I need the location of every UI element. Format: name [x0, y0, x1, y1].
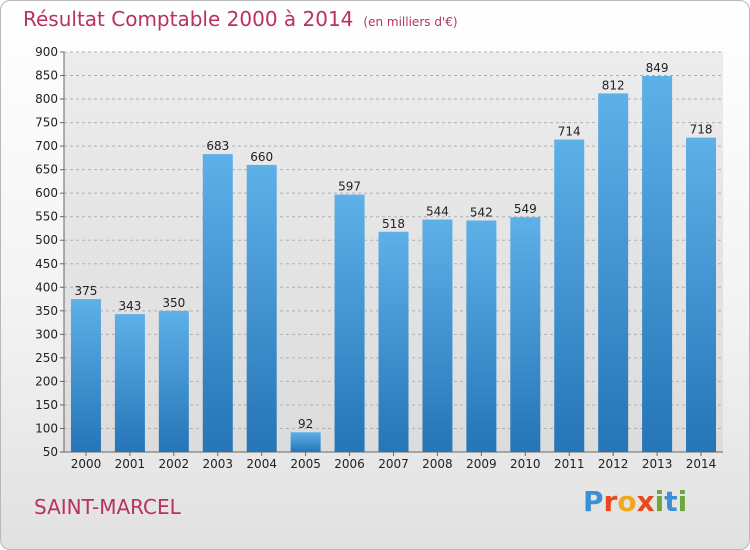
bar-2006	[334, 194, 365, 452]
value-label-2009: 542	[470, 205, 493, 219]
y-tick-label: 300	[35, 327, 58, 341]
y-tick-label: 50	[43, 445, 58, 459]
y-tick-label: 200	[35, 374, 58, 388]
bar-2014	[686, 137, 717, 452]
bar-2010	[510, 217, 541, 452]
value-label-2013: 849	[646, 61, 669, 75]
x-tick-label-2014: 2014	[686, 457, 717, 471]
logo-letter: i	[654, 485, 665, 518]
bar-2012	[598, 93, 629, 452]
bar-2005	[290, 432, 321, 452]
x-tick-label-2010: 2010	[510, 457, 541, 471]
value-label-2007: 518	[382, 217, 405, 231]
y-tick-label: 650	[35, 163, 58, 177]
x-tick-label-2011: 2011	[554, 457, 585, 471]
x-tick-label-2006: 2006	[334, 457, 365, 471]
bar-2002	[158, 310, 189, 452]
y-tick-label: 350	[35, 304, 58, 318]
logo-letter: r	[603, 485, 618, 518]
bar-2001	[114, 314, 145, 452]
y-tick-label: 850	[35, 69, 58, 83]
value-label-2004: 660	[250, 150, 273, 164]
x-tick-label-2005: 2005	[290, 457, 321, 471]
y-tick-label: 100	[35, 421, 58, 435]
y-tick-label: 250	[35, 351, 58, 365]
bar-2003	[202, 154, 233, 452]
bar-2007	[378, 231, 409, 452]
city-name: SAINT-MARCEL	[34, 495, 181, 519]
bar-2008	[422, 219, 453, 452]
y-tick-label: 800	[35, 92, 58, 106]
value-label-2003: 683	[206, 139, 229, 153]
x-tick-label-2002: 2002	[159, 457, 190, 471]
logo-letter: t	[664, 485, 678, 518]
x-tick-label-2000: 2000	[71, 457, 102, 471]
x-tick-label-2007: 2007	[378, 457, 409, 471]
chart-title-block: Résultat Comptable 2000 à 2014 (en millie…	[23, 7, 458, 31]
logo-letter: i	[677, 485, 688, 518]
y-tick-label: 450	[35, 257, 58, 271]
logo-letter: x	[636, 485, 655, 518]
value-label-2002: 350	[162, 296, 185, 310]
value-label-2008: 544	[426, 205, 449, 219]
y-tick-label: 500	[35, 233, 58, 247]
bar-2009	[466, 220, 497, 452]
x-tick-label-2013: 2013	[642, 457, 673, 471]
logo-letter: P	[583, 485, 604, 518]
value-label-2001: 343	[118, 299, 141, 313]
bar-2013	[642, 76, 673, 452]
value-label-2005: 92	[298, 417, 313, 431]
x-tick-label-2008: 2008	[422, 457, 453, 471]
x-tick-label-2003: 2003	[202, 457, 233, 471]
y-tick-label: 150	[35, 398, 58, 412]
y-tick-label: 900	[35, 45, 58, 59]
value-label-2006: 597	[338, 180, 361, 194]
x-tick-label-2004: 2004	[246, 457, 277, 471]
proxiti-logo[interactable]: Proxiti	[583, 485, 687, 518]
x-tick-label-2009: 2009	[466, 457, 497, 471]
value-label-2014: 718	[690, 123, 713, 137]
bar-2011	[554, 139, 585, 452]
y-tick-label: 400	[35, 280, 58, 294]
logo-letter: o	[617, 485, 637, 518]
value-label-2012: 812	[602, 78, 625, 92]
value-label-2010: 549	[514, 202, 537, 216]
value-label-2011: 714	[558, 125, 581, 139]
value-label-2000: 375	[75, 284, 98, 298]
chart-title: Résultat Comptable 2000 à 2014	[23, 7, 354, 31]
y-tick-label: 600	[35, 186, 58, 200]
y-tick-label: 550	[35, 210, 58, 224]
x-tick-label-2001: 2001	[115, 457, 146, 471]
y-tick-label: 750	[35, 116, 58, 130]
chart-subtitle: (en milliers d'€)	[363, 15, 458, 29]
bar-2000	[70, 299, 101, 452]
x-tick-label-2012: 2012	[598, 457, 629, 471]
bar-2004	[246, 164, 277, 453]
y-tick-label: 700	[35, 139, 58, 153]
